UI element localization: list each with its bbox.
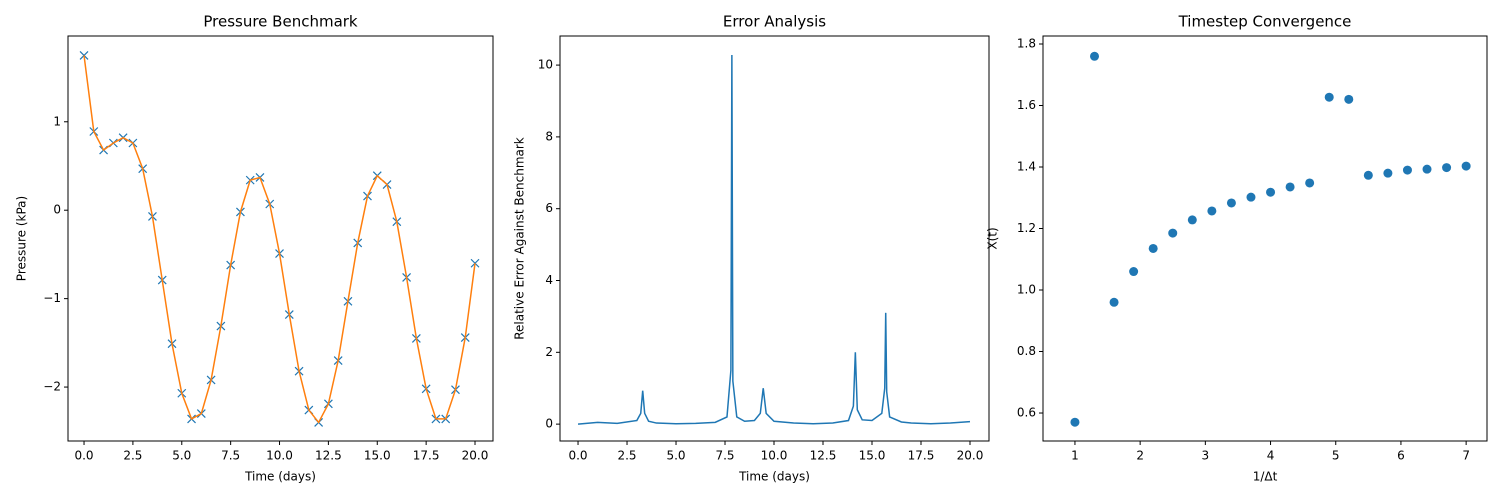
y-tick-label: 1 [53, 114, 61, 128]
x-tick-label: 5.0 [666, 449, 685, 463]
scatter-point [1148, 243, 1158, 253]
x-tick-label: 3 [1202, 449, 1210, 463]
y-tick-label: −1 [43, 291, 61, 305]
x-tick-label: 1 [1071, 449, 1079, 463]
x-marker [79, 51, 89, 60]
x-tick-label: 20.0 [462, 449, 489, 463]
x-tick-label: 7.5 [715, 449, 734, 463]
x-axis-label: Time (days) [244, 470, 316, 484]
scatter-point [1187, 215, 1197, 225]
y-tick-label: 4 [545, 273, 553, 287]
chart-title: Pressure Benchmark [203, 13, 358, 31]
scatter-point [1207, 206, 1217, 216]
y-tick-label: 1.8 [1017, 36, 1036, 50]
y-tick-label: 10 [538, 58, 553, 72]
y-axis-label: Relative Error Against Benchmark [513, 137, 527, 340]
plot-frame [1042, 35, 1488, 442]
x-tick-label: 17.5 [908, 449, 935, 463]
y-tick-label: −2 [43, 380, 61, 394]
scatter-point [1305, 178, 1315, 188]
plot-frame [67, 35, 494, 442]
scatter-point [1344, 94, 1354, 104]
x-tick-label: 7 [1462, 449, 1470, 463]
scatter-point [1090, 51, 1100, 61]
x-tick-label: 4 [1267, 449, 1275, 463]
x-axis-label: 1/Δt [1253, 470, 1278, 484]
y-tick-label: 6 [545, 201, 553, 215]
scatter-point [1442, 163, 1452, 173]
x-tick-label: 7.5 [221, 449, 240, 463]
x-tick-label: 12.5 [810, 449, 837, 463]
x-tick-label: 2.5 [617, 449, 636, 463]
plot-frame [559, 35, 990, 442]
scatter-point [1285, 182, 1295, 192]
series-line [577, 55, 971, 425]
scatter-point [1109, 297, 1119, 307]
x-tick-label: 0.0 [74, 449, 93, 463]
y-tick-label: 1.2 [1017, 221, 1036, 235]
y-tick-label: 0.6 [1017, 406, 1036, 420]
x-tick-label: 12.5 [315, 449, 342, 463]
y-axis-label: X(t) [986, 227, 1000, 249]
scatter-point [1246, 192, 1256, 202]
y-tick-label: 1.4 [1017, 160, 1036, 174]
x-tick-label: 15.0 [364, 449, 391, 463]
x-tick-label: 10.0 [266, 449, 293, 463]
y-tick-label: 2 [545, 345, 553, 359]
scatter-point [1324, 92, 1334, 102]
scatter-point [1226, 198, 1236, 208]
x-tick-label: 2.5 [123, 449, 142, 463]
scatter-point [1070, 417, 1080, 427]
scatter-point [1402, 165, 1412, 175]
scatter-point [1266, 187, 1276, 197]
x-tick-label: 17.5 [413, 449, 440, 463]
x-tick-label: 10.0 [761, 449, 788, 463]
scatter-point [1363, 170, 1373, 180]
x-tick-label: 0.0 [568, 449, 587, 463]
y-axis-label: Pressure (kPa) [15, 196, 29, 281]
x-tick-label: 5.0 [172, 449, 191, 463]
scatter-point [1422, 164, 1432, 174]
scatter-point [1129, 267, 1139, 277]
scatter-point [1383, 168, 1393, 178]
x-tick-label: 15.0 [859, 449, 886, 463]
y-tick-label: 0.8 [1017, 344, 1036, 358]
chart-title: Timestep Convergence [1178, 13, 1352, 31]
x-tick-label: 5 [1332, 449, 1340, 463]
y-tick-label: 8 [545, 129, 553, 143]
series-line [83, 55, 476, 424]
y-tick-label: 0 [545, 417, 553, 431]
chart-title: Error Analysis [723, 13, 826, 31]
x-tick-label: 20.0 [957, 449, 984, 463]
x-axis-label: Time (days) [738, 470, 810, 484]
y-tick-label: 0 [53, 203, 61, 217]
scatter-point [1168, 228, 1178, 238]
y-tick-label: 1.0 [1017, 283, 1036, 297]
scatter-point [1461, 161, 1471, 171]
x-tick-label: 6 [1397, 449, 1405, 463]
x-tick-label: 2 [1136, 449, 1144, 463]
y-tick-label: 1.6 [1017, 98, 1036, 112]
